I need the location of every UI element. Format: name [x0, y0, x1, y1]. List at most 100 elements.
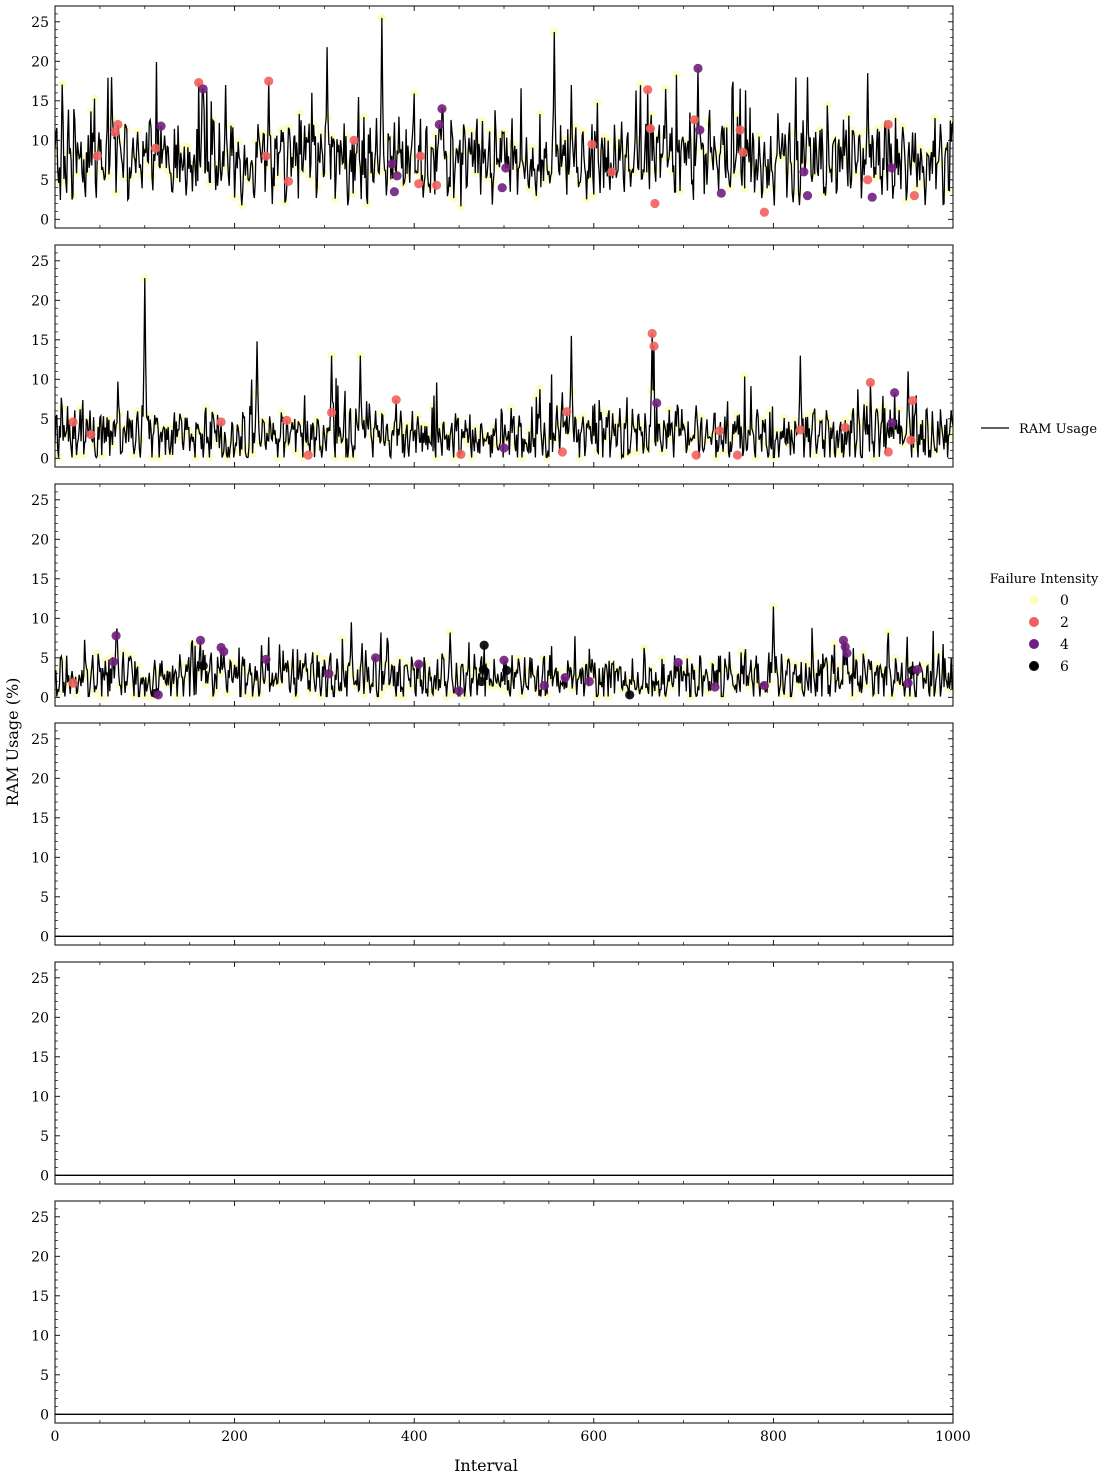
panel-4: 0 5 10 15 20 25	[31, 722, 954, 946]
failure-2-marker	[110, 127, 120, 137]
failure-2-marker	[456, 449, 466, 459]
y-tick-label: 0	[40, 690, 49, 706]
failure-6-marker	[502, 665, 512, 676]
failure-4-marker	[499, 655, 509, 665]
failure-2-marker	[883, 119, 893, 130]
failure-4-marker	[802, 191, 813, 201]
failure-2-marker	[283, 176, 294, 186]
failure-2-marker	[414, 179, 424, 189]
y-tick-label: 10	[31, 133, 49, 149]
failure-4-marker	[890, 388, 900, 398]
failure-2-marker	[643, 85, 653, 95]
y-tick-label: 5	[40, 173, 49, 189]
failure-2-marker	[92, 151, 102, 161]
y-tick-label: 25	[31, 732, 49, 748]
panel-frame	[54, 961, 954, 1185]
legend-label-2: 2	[1060, 615, 1069, 631]
y-tick-label: 15	[31, 94, 49, 110]
failure-4-marker	[887, 163, 897, 173]
failure-4-marker	[673, 657, 683, 668]
failure-4-marker	[903, 678, 913, 688]
failure-2-marker	[759, 207, 770, 217]
y-tick-label: 5	[40, 890, 49, 906]
legend-label-4: 4	[1060, 637, 1069, 653]
failure-2-marker	[216, 417, 226, 427]
x-tick-label: 200	[221, 1429, 248, 1445]
y-tick-label: 25	[31, 15, 49, 31]
failure-0-marker	[86, 107, 96, 116]
y-tick-label: 10	[31, 850, 49, 866]
plot-area	[55, 13, 953, 217]
y-tick-label: 20	[31, 771, 49, 787]
y-tick-label: 15	[31, 1050, 49, 1066]
failure-intensity-legend: Failure Intensity 0 2 4 6	[990, 572, 1099, 675]
failure-0-marker	[859, 143, 868, 152]
failure-0-marker	[636, 80, 645, 90]
y-tick-label: 15	[31, 1289, 49, 1305]
y-tick-label: 25	[31, 493, 49, 509]
y-tick-label: 5	[40, 1129, 49, 1145]
failure-2-marker	[647, 328, 657, 339]
x-tick-label: 400	[401, 1429, 428, 1445]
y-tick-label: 15	[31, 811, 49, 827]
x-axis-label: Interval	[454, 1456, 518, 1475]
failure-4-marker	[867, 192, 877, 202]
failure-2-marker	[738, 147, 748, 157]
y-tick-label: 5	[40, 1368, 49, 1384]
failure-2-marker	[68, 417, 78, 427]
failure-2-marker	[650, 198, 660, 209]
panel-3: 0 5 10 15 20 25	[31, 483, 954, 707]
panel-frame	[54, 722, 954, 946]
failure-2-marker	[714, 426, 725, 436]
y-tick-label: 0	[40, 1407, 49, 1423]
panel-5: 0 5 10 15 20 25	[31, 961, 954, 1185]
x-tick-label: 1000	[935, 1429, 971, 1445]
failure-0-marker	[683, 654, 692, 663]
failure-2-marker	[732, 450, 743, 460]
failure-2-marker	[649, 341, 659, 351]
failure-2-marker	[432, 180, 442, 190]
failure-2-marker	[691, 450, 701, 460]
failure-4-marker	[392, 171, 402, 181]
panel-6: 0 5 10 15 20 25 0 200 400 600 800 1000	[31, 1200, 971, 1445]
failure-2-marker	[689, 115, 700, 125]
failure-4-marker	[195, 635, 206, 646]
failure-0-marker	[740, 184, 749, 193]
panel-frame	[54, 1200, 954, 1424]
panels-layer: 0 5 10 15 20 25 0 5 10 15 20 25 0 5 10 15 20 25 0 5 10 15 20 25…	[31, 5, 971, 1445]
failure-2-marker	[261, 151, 271, 161]
y-tick-label: 20	[31, 54, 49, 70]
failure-0-marker	[848, 692, 857, 701]
x-tick-label: 0	[51, 1429, 60, 1445]
failure-4-marker	[198, 84, 208, 94]
failure-4-marker	[842, 648, 852, 658]
line-legend: RAM Usage	[981, 422, 1097, 437]
failure-4-marker	[912, 665, 922, 675]
failure-2-marker	[86, 430, 96, 440]
failure-2-marker	[282, 415, 292, 425]
failure-2-marker	[113, 119, 123, 130]
failure-4-marker	[716, 188, 726, 198]
failure-4-marker	[759, 680, 770, 691]
failure-2-marker	[645, 123, 656, 134]
y-tick-label: 20	[31, 1249, 49, 1265]
failure-2-marker	[562, 407, 572, 417]
failure-4-marker	[371, 653, 381, 663]
failure-0-marker	[884, 628, 893, 637]
failure-4-marker	[799, 167, 809, 177]
panel-frame	[54, 5, 954, 229]
failure-2-marker	[587, 139, 597, 149]
plot-area	[55, 274, 953, 462]
failure-0-marker	[593, 98, 602, 108]
failure-4-marker	[389, 187, 399, 197]
failure-4-marker	[584, 676, 594, 687]
legend-marker-4	[1029, 639, 1039, 649]
failure-4-marker	[560, 673, 570, 683]
x-tick-label: 800	[760, 1429, 787, 1445]
failure-4-marker	[454, 686, 464, 696]
failure-2-marker	[557, 447, 568, 457]
failure-2-marker	[264, 76, 274, 86]
failure-6-marker	[476, 676, 487, 687]
failure-2-marker	[415, 151, 426, 161]
failure-4-marker	[108, 657, 118, 667]
